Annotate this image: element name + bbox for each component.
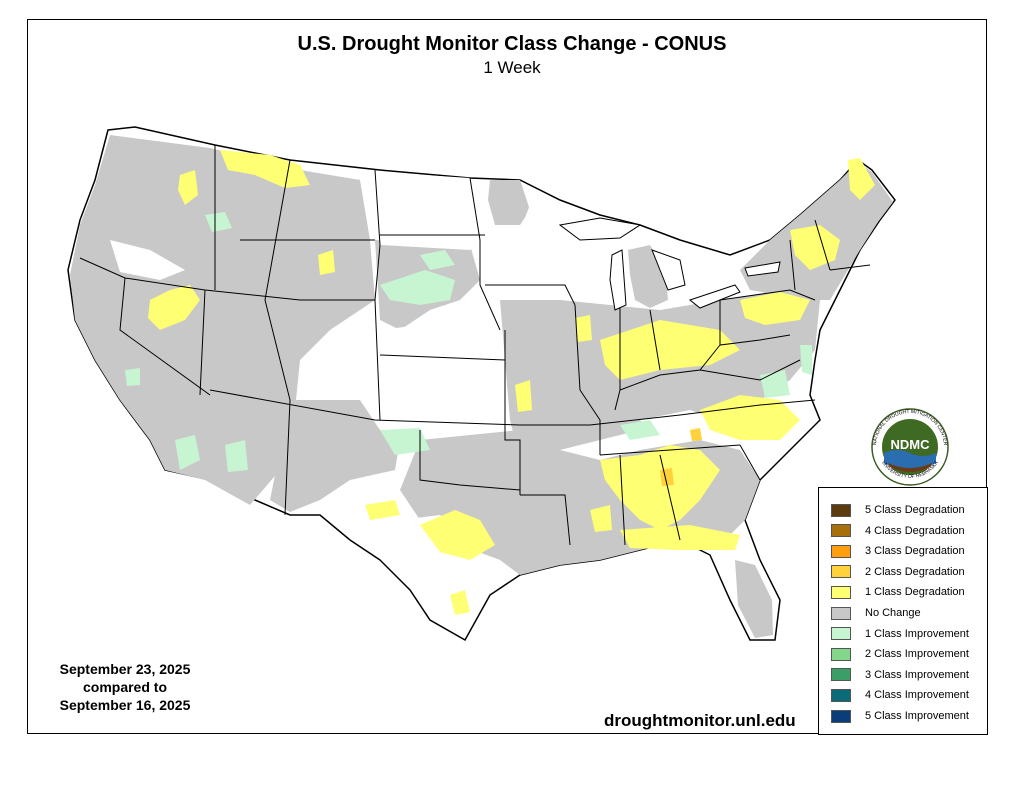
degrade-texas-west bbox=[365, 500, 400, 520]
improve-nebraska bbox=[380, 270, 455, 305]
legend-label: 5 Class Improvement bbox=[865, 710, 969, 722]
date-comparison: September 23, 2025 compared to September… bbox=[40, 660, 210, 714]
degrade-wyoming bbox=[318, 250, 335, 275]
improve-kentucky bbox=[620, 420, 660, 440]
degrade2-georgia bbox=[660, 468, 674, 486]
improve-oklahoma bbox=[380, 428, 430, 455]
degrade-pennsylvania bbox=[740, 292, 810, 325]
no-change-upper-midwest bbox=[488, 180, 530, 225]
lake-huron bbox=[651, 249, 686, 291]
legend-swatch bbox=[831, 647, 851, 661]
improve-delmarva bbox=[800, 345, 812, 375]
legend-label: 4 Class Improvement bbox=[865, 689, 969, 702]
degrade-illinois bbox=[575, 315, 592, 342]
great-lakes bbox=[558, 217, 781, 311]
legend-label: 2 Class Improvement bbox=[865, 648, 969, 661]
legend-label: 1 Class Degradation bbox=[865, 586, 965, 599]
degrade-ohio-valley bbox=[600, 320, 740, 380]
lake-erie bbox=[688, 284, 741, 309]
state-boundaries bbox=[79, 145, 871, 546]
legend-item: No Change bbox=[831, 605, 921, 621]
legend-swatch bbox=[831, 606, 851, 620]
legend: 5 Class Degradation 4 Class Degradation 3 … bbox=[818, 487, 988, 735]
degrade-idaho bbox=[178, 170, 198, 205]
no-change-southwest bbox=[270, 400, 400, 512]
legend-item: 1 Class Improvement bbox=[831, 626, 969, 642]
legend-label: 3 Class Improvement bbox=[865, 668, 969, 681]
degrade-nevada bbox=[148, 285, 200, 330]
legend-item: 2 Class Improvement bbox=[831, 646, 969, 662]
ndmc-logo: NDMC NATIONAL DROUGHT MITIGATION CENTER … bbox=[871, 408, 949, 486]
free-central-plains bbox=[380, 320, 505, 410]
legend-item: 1 Class Degradation bbox=[831, 584, 965, 600]
legend-swatch bbox=[831, 544, 851, 558]
legend-item: 5 Class Improvement bbox=[831, 708, 969, 724]
degrade-texas-central bbox=[420, 510, 495, 560]
no-change-florida bbox=[735, 560, 773, 638]
legend-swatch bbox=[831, 585, 851, 599]
ndmc-center-text: NDMC bbox=[891, 437, 931, 452]
degrade-new-england bbox=[790, 225, 840, 270]
one-class-improvement-areas bbox=[125, 212, 812, 472]
free-west-coast bbox=[110, 240, 185, 280]
improve-new-mexico bbox=[225, 440, 248, 472]
legend-label: 5 Class Degradation bbox=[865, 504, 965, 516]
improve-montana bbox=[205, 212, 232, 232]
map-title: U.S. Drought Monitor Class Change - CONU… bbox=[297, 33, 727, 55]
lake-superior bbox=[558, 217, 642, 241]
degrade-texas-coast bbox=[450, 590, 470, 615]
improve-arizona bbox=[175, 435, 200, 470]
map-subtitle: 1 Week bbox=[483, 58, 541, 77]
legend-label: 1 Class Improvement bbox=[865, 627, 969, 640]
no-change-west bbox=[70, 135, 375, 505]
degrade-carolinas bbox=[700, 395, 800, 440]
legend-swatch bbox=[831, 503, 851, 517]
degrade-southeast bbox=[600, 445, 720, 530]
legend-swatch bbox=[831, 668, 851, 682]
legend-swatch bbox=[831, 627, 851, 641]
legend-item: 4 Class Improvement bbox=[831, 687, 969, 703]
degrade-montana-north bbox=[220, 150, 310, 188]
two-class-degradation-areas bbox=[660, 428, 702, 486]
legend-item: 5 Class Degradation bbox=[831, 502, 965, 518]
improve-south-dakota bbox=[420, 250, 455, 270]
legend-item: 2 Class Degradation bbox=[831, 564, 965, 580]
legend-item: 3 Class Degradation bbox=[831, 543, 965, 559]
free-northern-plains bbox=[372, 172, 480, 250]
date-current: September 23, 2025 bbox=[59, 661, 191, 677]
date-compared-to: compared to bbox=[82, 679, 167, 695]
legend-swatch bbox=[831, 565, 851, 579]
lake-ontario bbox=[744, 261, 781, 277]
legend-item: 3 Class Improvement bbox=[831, 667, 969, 683]
one-class-degradation-areas bbox=[148, 150, 875, 615]
improve-california bbox=[125, 368, 140, 386]
legend-label: 2 Class Degradation bbox=[865, 565, 965, 578]
legend-label: 4 Class Degradation bbox=[865, 524, 965, 537]
lake-michigan bbox=[609, 249, 627, 311]
improve-virginia bbox=[760, 370, 790, 398]
legend-swatch bbox=[831, 524, 851, 538]
legend-swatch bbox=[831, 709, 851, 723]
degrade-arkansas-ms bbox=[590, 505, 612, 532]
degrade2-tennessee bbox=[690, 428, 702, 441]
degrade-gulf-coast bbox=[620, 525, 740, 550]
degrade-maine bbox=[848, 158, 875, 200]
source-url: droughtmonitor.unl.edu bbox=[604, 711, 796, 730]
legend-label: No Change bbox=[865, 607, 921, 619]
date-previous: September 16, 2025 bbox=[59, 697, 191, 713]
legend-item: 4 Class Degradation bbox=[831, 523, 965, 539]
degrade-missouri bbox=[515, 380, 532, 412]
legend-swatch bbox=[831, 688, 851, 702]
legend-label: 3 Class Degradation bbox=[865, 545, 965, 558]
